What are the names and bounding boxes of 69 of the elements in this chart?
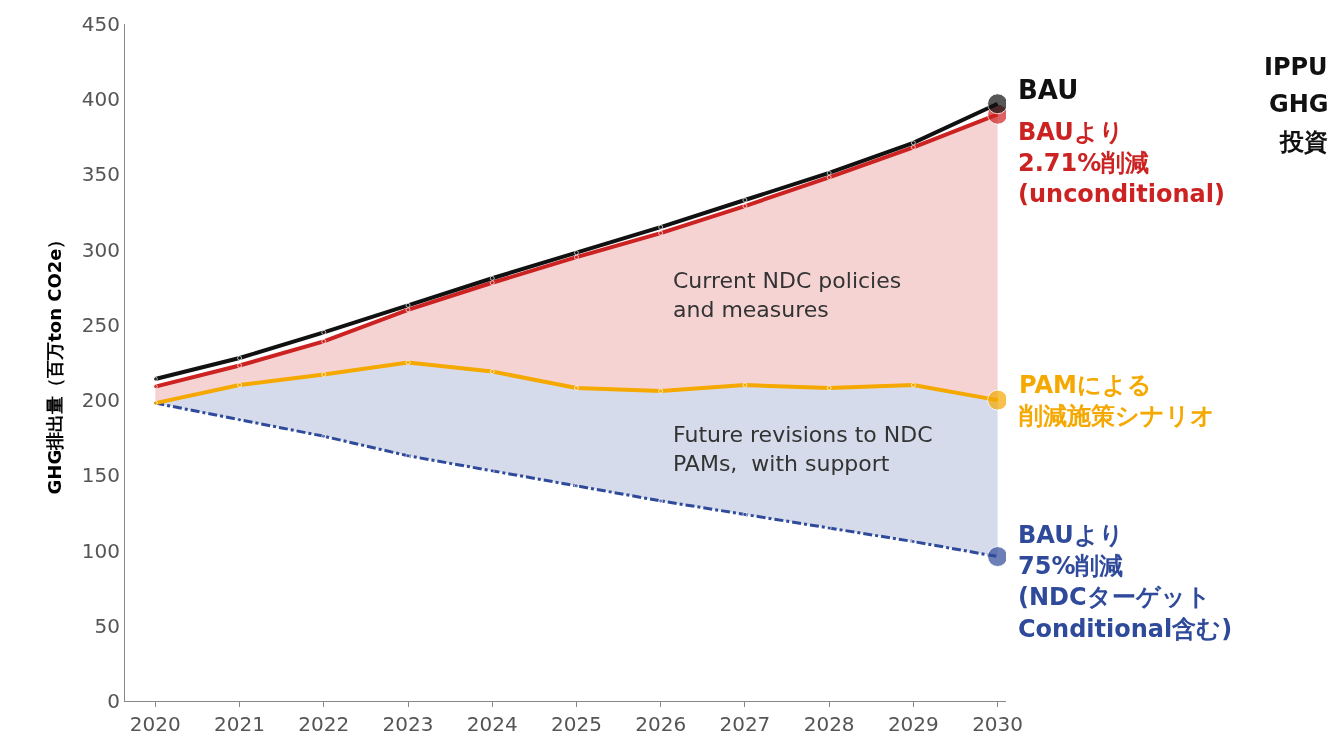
y-tick-label: 400 [81, 87, 120, 112]
x-tick-label: 2020 [129, 712, 181, 736]
point [658, 498, 664, 504]
point [237, 355, 243, 361]
text: 投資 [1279, 128, 1328, 156]
annotation: Current NDC policies and measures [673, 268, 902, 322]
point [405, 302, 411, 308]
point [321, 372, 327, 378]
y-tick-label: 450 [81, 12, 120, 36]
point [826, 170, 832, 176]
point [910, 539, 916, 545]
point [573, 483, 579, 489]
series-label: BAUより 2.71%削減 (unconditional) [1018, 118, 1226, 209]
x-tick-label: 2028 [803, 712, 855, 736]
y-tick-label: 100 [81, 538, 120, 563]
point [658, 224, 664, 230]
y-tick-label: 350 [81, 162, 120, 187]
point [573, 254, 579, 260]
point [489, 468, 495, 474]
point [321, 338, 327, 344]
point [573, 385, 579, 391]
point [321, 329, 327, 335]
point [152, 384, 158, 390]
x-tick-label: 2023 [382, 712, 434, 736]
point [489, 280, 495, 286]
series-label: BAU [1018, 75, 1079, 105]
y-tick-label: 200 [81, 388, 120, 413]
point [405, 307, 411, 313]
point [321, 433, 327, 439]
text: IPPU [1264, 53, 1328, 81]
point [405, 360, 411, 365]
x-tick-label: 2030 [972, 712, 1024, 736]
y-tick-label: 150 [81, 463, 120, 488]
point [910, 140, 916, 146]
point [489, 369, 495, 375]
x-tick-label: 2025 [551, 712, 602, 736]
y-tick-label: 50 [94, 613, 120, 638]
point [489, 275, 495, 281]
point [826, 525, 832, 531]
x-tick-label: 2029 [887, 712, 939, 736]
point [237, 417, 243, 423]
y-tick-label: 0 [107, 689, 120, 713]
x-tick-label: 2026 [635, 712, 687, 736]
point [826, 174, 832, 180]
point [573, 250, 579, 256]
point [910, 144, 916, 150]
y-tick-label: 300 [81, 237, 120, 262]
y-axis-title: GHG排出量（百万ton CO2e） [44, 230, 66, 495]
x-tick-label: 2021 [214, 712, 265, 736]
series-label: BAUより 75%削減 (NDCターゲット Conditional含む) [1018, 521, 1233, 643]
x-tick-label: 2022 [298, 712, 350, 736]
series-label: PAMによる削減施策シナリオ [1018, 371, 1215, 431]
point [237, 363, 243, 369]
point [405, 453, 411, 459]
point [910, 382, 916, 388]
point [237, 382, 243, 388]
point [826, 385, 832, 391]
point [742, 197, 748, 203]
x-tick-label: 2024 [466, 712, 518, 736]
text: GHG [1269, 90, 1329, 118]
point [152, 376, 158, 382]
point [742, 382, 748, 388]
x-tick-label: 2027 [719, 712, 771, 736]
point [658, 388, 664, 394]
point [742, 203, 748, 209]
annotation: Future revisions to NDC PAMs, with support [673, 422, 933, 476]
point [658, 230, 664, 236]
point [742, 511, 748, 517]
y-tick-label: 250 [81, 312, 120, 337]
